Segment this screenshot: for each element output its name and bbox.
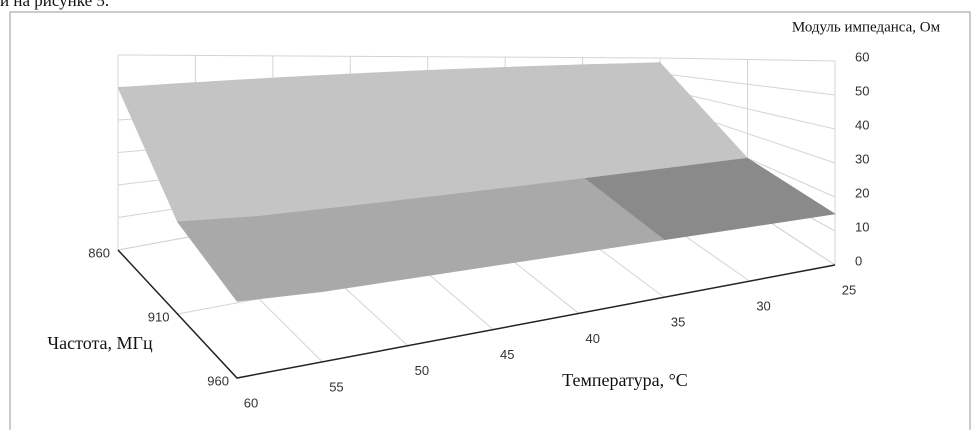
z-tick-label: 0 — [855, 253, 862, 268]
z-tick-label: 60 — [855, 49, 869, 64]
z-tick-label: 50 — [855, 83, 869, 98]
z-tick-label: 30 — [855, 151, 869, 166]
x-tick-label: 50 — [415, 363, 429, 378]
x-axis-title: Температура, °C — [562, 370, 688, 390]
x-tick-label: 55 — [329, 379, 343, 394]
frame — [9, 11, 971, 430]
grid-line — [117, 54, 836, 62]
top-text: и на рисунке 5. — [0, 0, 109, 10]
z-tick-label: 40 — [855, 117, 869, 132]
surface-patch — [176, 215, 324, 302]
z-tick-label: 20 — [855, 185, 869, 200]
x-tick-label: 40 — [585, 331, 599, 346]
y-axis-title: Частота, МГц — [47, 333, 153, 353]
x-tick-label: 60 — [244, 395, 258, 410]
y-tick-label: 960 — [207, 373, 229, 388]
x-tick-label: 30 — [756, 299, 770, 314]
y-tick-label: 860 — [88, 245, 110, 260]
axis-line — [117, 249, 836, 379]
x-tick-label: 25 — [842, 282, 856, 297]
z-tick-label: 10 — [855, 219, 869, 234]
x-tick-label: 45 — [500, 347, 514, 362]
x-tick-label: 35 — [671, 315, 685, 330]
y-tick-label: 910 — [148, 309, 170, 324]
z-axis-title: Модуль импеданса, Ом — [792, 19, 941, 35]
